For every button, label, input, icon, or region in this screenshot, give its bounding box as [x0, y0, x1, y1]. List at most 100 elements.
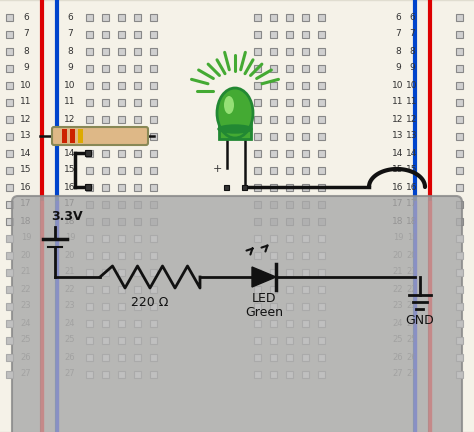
Text: 19: 19 — [393, 234, 403, 242]
Bar — [118, 251, 126, 258]
Text: 21: 21 — [393, 267, 403, 276]
Bar — [456, 149, 464, 156]
Bar — [102, 82, 109, 89]
Bar — [456, 98, 464, 105]
Bar — [86, 98, 93, 105]
Text: 7: 7 — [395, 29, 401, 38]
Bar — [255, 320, 262, 327]
Text: 7: 7 — [23, 29, 29, 38]
Bar — [62, 129, 67, 143]
Text: 14: 14 — [64, 149, 76, 158]
Bar — [286, 200, 293, 207]
Bar — [286, 115, 293, 123]
Bar — [135, 115, 142, 123]
Bar — [7, 13, 13, 20]
Bar — [135, 200, 142, 207]
Bar — [243, 184, 247, 190]
Bar — [7, 235, 13, 241]
Text: LED: LED — [252, 292, 276, 305]
Bar — [302, 166, 310, 174]
Bar — [271, 13, 277, 20]
Bar — [302, 353, 310, 360]
Bar — [456, 115, 464, 123]
Bar — [286, 133, 293, 140]
Bar — [255, 166, 262, 174]
Bar — [271, 320, 277, 327]
Text: 15: 15 — [64, 165, 76, 175]
Text: 13: 13 — [20, 131, 32, 140]
Bar — [86, 251, 93, 258]
Bar — [7, 200, 13, 207]
Bar — [255, 64, 262, 72]
Bar — [271, 371, 277, 378]
Bar — [456, 269, 464, 276]
Bar — [7, 353, 13, 360]
Bar — [118, 115, 126, 123]
Bar — [286, 269, 293, 276]
Bar — [151, 353, 157, 360]
Bar — [319, 184, 326, 191]
Bar — [255, 251, 262, 258]
Bar — [255, 98, 262, 105]
Bar — [135, 64, 142, 72]
Bar — [456, 184, 464, 191]
Bar — [271, 302, 277, 309]
Bar — [319, 269, 326, 276]
Bar — [271, 251, 277, 258]
Bar — [135, 31, 142, 38]
Bar — [118, 337, 126, 343]
Bar — [102, 48, 109, 54]
Bar — [102, 217, 109, 225]
Bar — [135, 184, 142, 191]
Bar — [286, 217, 293, 225]
Bar — [7, 251, 13, 258]
Text: 26: 26 — [21, 353, 31, 362]
Ellipse shape — [217, 88, 253, 138]
Bar — [86, 184, 93, 191]
Bar — [102, 166, 109, 174]
Text: 11: 11 — [64, 98, 76, 107]
Bar — [86, 166, 93, 174]
FancyBboxPatch shape — [12, 196, 462, 432]
Text: 22: 22 — [21, 285, 31, 293]
Bar — [7, 371, 13, 378]
Text: 9: 9 — [23, 64, 29, 73]
Bar — [255, 115, 262, 123]
Bar — [135, 337, 142, 343]
Bar — [286, 149, 293, 156]
Text: 21: 21 — [65, 267, 75, 276]
Bar — [302, 269, 310, 276]
Text: 7: 7 — [67, 29, 73, 38]
Bar — [319, 115, 326, 123]
Text: 10: 10 — [64, 80, 76, 89]
Bar — [118, 286, 126, 292]
Bar — [151, 48, 157, 54]
Bar — [70, 129, 75, 143]
Bar — [319, 82, 326, 89]
Bar — [151, 98, 157, 105]
Bar — [456, 200, 464, 207]
Text: 19: 19 — [65, 234, 75, 242]
Text: 24: 24 — [393, 318, 403, 327]
Bar — [102, 251, 109, 258]
Bar — [319, 286, 326, 292]
Bar — [456, 302, 464, 309]
Text: 14: 14 — [406, 149, 418, 158]
Text: 27: 27 — [64, 369, 75, 378]
Text: +: + — [212, 164, 222, 174]
Bar — [151, 133, 157, 140]
Text: 6: 6 — [67, 13, 73, 22]
Bar — [102, 353, 109, 360]
Bar — [255, 13, 262, 20]
Bar — [302, 82, 310, 89]
Bar — [118, 48, 126, 54]
Bar — [135, 353, 142, 360]
Bar — [135, 320, 142, 327]
Bar — [102, 13, 109, 20]
Text: 18: 18 — [64, 216, 76, 226]
Text: 26: 26 — [64, 353, 75, 362]
Bar — [151, 31, 157, 38]
Bar — [271, 133, 277, 140]
Bar — [7, 133, 13, 140]
Text: 8: 8 — [67, 47, 73, 55]
